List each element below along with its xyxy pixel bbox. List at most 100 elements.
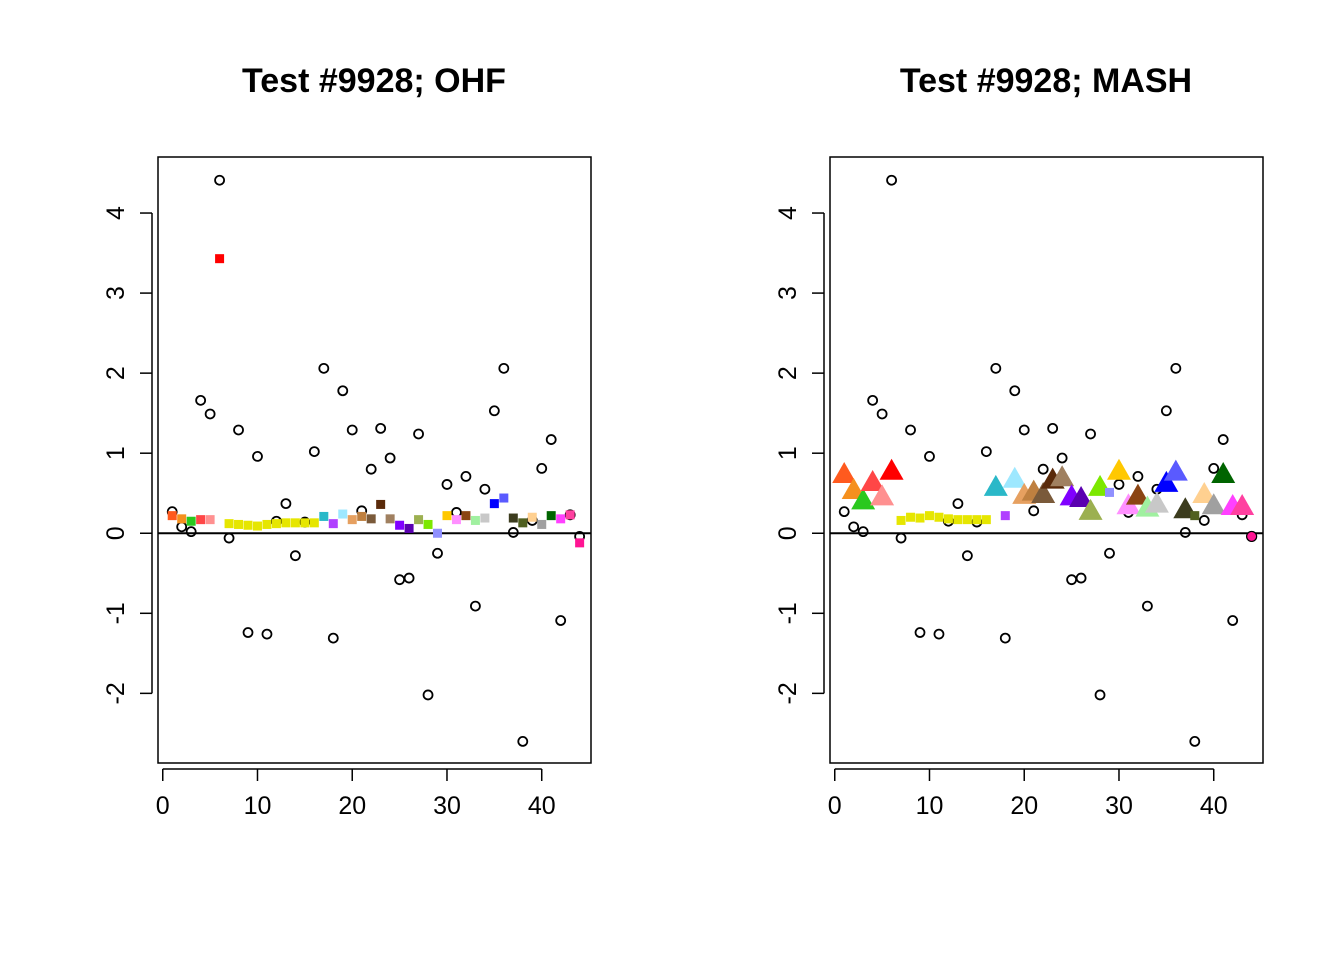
mash-estimate-circle	[1246, 530, 1258, 543]
mash-estimate-square	[981, 515, 991, 525]
ohf-estimate-square	[442, 511, 452, 521]
ohf-observed-point	[233, 424, 244, 436]
ohf-estimate-square	[527, 512, 537, 522]
mash-estimate-triangle	[1201, 493, 1226, 515]
mash-x-axis: 0 10 20 30 40	[828, 768, 1228, 820]
mash-observed-point	[914, 627, 926, 638]
ohf-observed-point	[507, 527, 519, 538]
mash-panel: Test #9928; MASH 0 10 20 30 40 -2 -1 0 1 2 3 4	[774, 62, 1264, 820]
ohf-observed-point	[308, 446, 320, 457]
mash-y-axis: -2 -1 0 1 2 3 4	[774, 206, 825, 704]
ohf-estimate-square	[489, 499, 499, 509]
mash-observed-point	[895, 532, 907, 544]
ohf-x-tick-label: 20	[338, 792, 366, 820]
ohf-observed-point	[223, 532, 235, 544]
ohf-estimate-square	[395, 520, 405, 530]
ohf-estimate-square	[224, 519, 234, 529]
mash-observed-point	[1170, 362, 1182, 374]
ohf-estimate-square	[357, 511, 367, 521]
mash-observed-point	[1104, 547, 1115, 559]
mash-estimate-triangle	[1211, 462, 1236, 484]
ohf-estimate-square	[480, 513, 490, 523]
ohf-plot-frame	[157, 156, 592, 764]
mash-observed-point	[999, 632, 1011, 644]
ohf-estimate-square	[186, 516, 196, 526]
ohf-estimate-square	[385, 514, 395, 524]
ohf-observed-point	[252, 450, 263, 462]
mash-x-tick-label: 40	[1200, 792, 1228, 820]
mash-observed-point	[838, 506, 850, 518]
ohf-estimate-square	[414, 515, 424, 525]
ohf-estimate-square	[300, 518, 310, 528]
mash-observed-point	[1018, 424, 1030, 436]
mash-plot-frame	[829, 156, 1264, 764]
mash-observed-point	[1208, 463, 1220, 474]
ohf-estimate-square	[281, 518, 291, 528]
mash-estimate-triangle	[1125, 483, 1150, 505]
ohf-observed-point	[185, 526, 197, 538]
ohf-y-tick-label: -1	[102, 602, 130, 624]
mash-estimate-square	[906, 512, 916, 522]
mash-estimate-triangle	[1069, 486, 1094, 508]
mash-estimate-square	[924, 511, 934, 521]
mash-estimate-square	[1105, 487, 1115, 497]
ohf-y-tick-label: 1	[102, 446, 130, 460]
ohf-estimate-square	[205, 515, 215, 525]
ohf-observed-point	[327, 632, 339, 644]
mash-estimate-triangle	[1192, 482, 1217, 504]
mash-estimate-triangle	[1031, 482, 1056, 504]
mash-estimate-square	[1190, 511, 1200, 521]
mash-estimate-square	[915, 513, 925, 523]
mash-estimate-triangle	[832, 462, 857, 484]
mash-panel-title: Test #9928; MASH	[900, 62, 1192, 100]
mash-y-tick-label: 4	[774, 206, 802, 220]
ohf-observed-point	[413, 428, 424, 440]
mash-observed-point	[876, 408, 888, 420]
ohf-observed-point	[432, 547, 443, 559]
mash-estimate-square	[1000, 511, 1010, 521]
ohf-estimate-square	[309, 518, 319, 528]
mash-observed-point	[867, 394, 879, 406]
mash-estimate-triangle	[1154, 470, 1179, 492]
ohf-x-tick-label: 40	[528, 792, 556, 820]
ohf-observed-point	[280, 498, 292, 510]
ohf-estimate-square	[546, 511, 556, 521]
ohf-estimate-square	[366, 514, 376, 524]
ohf-estimate-square	[537, 519, 547, 529]
ohf-x-tick-label: 10	[244, 792, 272, 820]
ohf-observed-point	[242, 627, 254, 638]
ohf-observed-point	[403, 572, 415, 584]
mash-estimate-triangle	[841, 478, 866, 500]
mash-estimate-triangle	[1230, 494, 1255, 516]
ohf-y-tick-label: 0	[102, 526, 130, 540]
mash-observed-point	[905, 424, 916, 436]
mash-estimate-triangle	[860, 470, 885, 492]
mash-y-tick-label: 0	[774, 526, 802, 540]
ohf-estimate-square	[243, 520, 253, 530]
mash-y-tick-label: 1	[774, 446, 802, 460]
ohf-observed-point	[375, 422, 387, 434]
ohf-estimate-square	[461, 511, 471, 521]
ohf-estimate-square	[262, 519, 272, 529]
mash-observed-point	[857, 526, 869, 538]
mash-estimate-triangle	[983, 474, 1008, 496]
mash-observed-point	[1217, 434, 1229, 445]
mash-observed-point	[933, 628, 945, 640]
mash-estimate-triangle	[879, 458, 904, 480]
mash-estimate-triangle	[1163, 459, 1188, 481]
ohf-observed-point	[517, 735, 529, 747]
mash-estimate-triangle	[1050, 465, 1075, 487]
ohf-observed-point	[289, 550, 301, 562]
mash-observed-point	[1132, 471, 1144, 482]
mash-x-tick-label: 20	[1010, 792, 1038, 820]
mash-x-tick-label: 10	[916, 792, 944, 820]
ohf-observed-point	[346, 424, 358, 436]
ohf-estimate-square	[556, 514, 566, 524]
mash-observed-point	[848, 521, 860, 533]
ohf-observed-point	[498, 362, 510, 374]
ohf-x-tick-label: 30	[433, 792, 461, 820]
ohf-panel-title: Test #9928; OHF	[242, 62, 506, 100]
ohf-estimate-square	[470, 515, 480, 525]
